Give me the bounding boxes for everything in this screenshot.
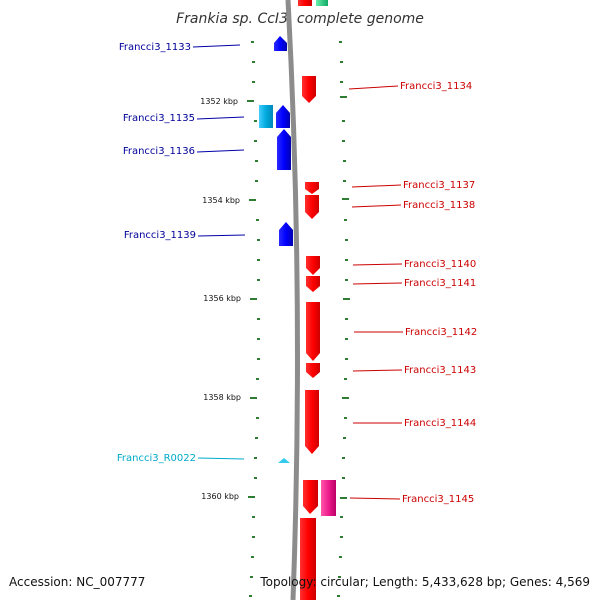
minor-tick xyxy=(257,239,260,241)
minor-tick xyxy=(342,457,345,459)
minor-tick xyxy=(339,556,342,558)
top-features xyxy=(298,0,328,6)
minor-tick xyxy=(340,81,343,83)
minor-tick xyxy=(344,219,347,221)
minor-tick xyxy=(254,477,257,479)
gene-francci3-1140[interactable] xyxy=(306,256,320,275)
gene-label-francci3-1142[interactable]: Francci3_1142 xyxy=(405,327,477,338)
gene-francci3-1139[interactable] xyxy=(279,222,293,246)
minor-tick xyxy=(339,41,342,43)
minor-tick xyxy=(252,516,255,518)
scale-label-1358: 1358 kbp xyxy=(203,393,241,402)
minor-tick xyxy=(344,417,347,419)
gene-francci3-1133[interactable] xyxy=(274,36,287,51)
minor-tick xyxy=(249,595,252,597)
minor-tick xyxy=(252,61,255,63)
minor-tick xyxy=(345,338,348,340)
gene-label-francci3-1139[interactable]: Francci3_1139 xyxy=(124,230,196,241)
minor-tick xyxy=(340,61,343,63)
minor-tick xyxy=(342,120,345,122)
gene-label-francci3-1135[interactable]: Francci3_1135 xyxy=(123,113,195,124)
scale-label-1352: 1352 kbp xyxy=(200,97,238,106)
gene-features xyxy=(259,36,336,600)
gene-label-francci3-1138[interactable]: Francci3_1138 xyxy=(403,200,475,211)
gene-francci3-1143[interactable] xyxy=(306,363,320,378)
minor-tick xyxy=(343,437,346,439)
accession-text: Accession: NC_007777 xyxy=(9,575,145,589)
minor-tick xyxy=(344,378,347,380)
scale-labels: 1352 kbp 1354 kbp 1356 kbp 1358 kbp 1360… xyxy=(200,97,257,501)
minor-tick xyxy=(252,536,255,538)
gene-label-francci3-1143[interactable]: Francci3_1143 xyxy=(404,365,476,376)
minor-tick xyxy=(257,318,260,320)
gene-label-francci3-1145[interactable]: Francci3_1145 xyxy=(402,494,474,505)
map-title: Frankia sp. CcI3, complete genome xyxy=(176,11,424,27)
minor-tick xyxy=(257,259,260,261)
minor-tick xyxy=(343,160,346,162)
gene-bottom-forward[interactable] xyxy=(300,518,316,600)
tick-column-left xyxy=(249,41,260,597)
genome-summary-text: Topology: circular; Length: 5,433,628 bp… xyxy=(259,575,590,589)
minor-tick xyxy=(342,140,345,142)
gene-label-francci3-1140[interactable]: Francci3_1140 xyxy=(404,259,476,270)
tick-column-right xyxy=(337,41,348,597)
minor-tick xyxy=(342,477,345,479)
scale-label-1354: 1354 kbp xyxy=(202,196,240,205)
minor-tick xyxy=(340,536,343,538)
minor-tick xyxy=(255,437,258,439)
minor-tick xyxy=(338,576,341,578)
gene-label-francci3-1133[interactable]: Francci3_1133 xyxy=(119,42,191,53)
scale-label-1360: 1360 kbp xyxy=(201,492,239,501)
gene-label-francci3-1134[interactable]: Francci3_1134 xyxy=(400,81,472,92)
minor-tick xyxy=(250,576,253,578)
minor-tick xyxy=(254,140,257,142)
gene-francci3-1141[interactable] xyxy=(306,276,320,292)
label-connectors xyxy=(192,44,403,500)
minor-tick xyxy=(257,358,260,360)
minor-tick xyxy=(340,516,343,518)
right-major-ticks xyxy=(340,96,350,499)
gene-label-francci3-r0022[interactable]: Francci3_R0022 xyxy=(117,453,196,464)
minor-tick xyxy=(345,279,348,281)
minor-tick xyxy=(343,180,346,182)
minor-tick xyxy=(345,259,348,261)
gene-francci3-1145-other[interactable] xyxy=(321,480,336,516)
gene-francci3-1142[interactable] xyxy=(306,302,320,361)
gene-francci3-1145[interactable] xyxy=(303,480,318,514)
gene-francci3-1135-light[interactable] xyxy=(259,105,273,128)
minor-tick xyxy=(255,160,258,162)
minor-tick xyxy=(345,318,348,320)
minor-tick xyxy=(254,457,257,459)
minor-tick xyxy=(345,239,348,241)
gene-label-francci3-1144[interactable]: Francci3_1144 xyxy=(404,418,476,429)
minor-tick xyxy=(256,378,259,380)
minor-tick xyxy=(251,556,254,558)
minor-tick xyxy=(255,180,258,182)
gene-label-francci3-1141[interactable]: Francci3_1141 xyxy=(404,278,476,289)
scale-label-1356: 1356 kbp xyxy=(203,294,241,303)
gene-francci3-1138[interactable] xyxy=(305,195,319,219)
minor-tick xyxy=(257,338,260,340)
minor-tick xyxy=(257,279,260,281)
minor-tick xyxy=(251,41,254,43)
minor-tick xyxy=(252,81,255,83)
minor-tick xyxy=(337,595,340,597)
gene-label-francci3-1137[interactable]: Francci3_1137 xyxy=(403,180,475,191)
minor-tick xyxy=(256,219,259,221)
gene-francci3-1144[interactable] xyxy=(305,390,319,454)
minor-tick xyxy=(256,417,259,419)
gene-labels: Francci3_1133 Francci3_1134 Francci3_113… xyxy=(117,42,477,505)
genome-backbone xyxy=(285,0,300,600)
minor-tick xyxy=(254,120,257,122)
gene-francci3-1136[interactable] xyxy=(277,129,291,170)
minor-tick xyxy=(345,358,348,360)
gene-francci3-1137[interactable] xyxy=(305,182,319,194)
gene-francci3-1135[interactable] xyxy=(276,105,290,128)
gene-francci3-1134[interactable] xyxy=(302,76,316,103)
rna-francci3-r0022[interactable] xyxy=(278,458,290,463)
gene-label-francci3-1136[interactable]: Francci3_1136 xyxy=(123,146,195,157)
